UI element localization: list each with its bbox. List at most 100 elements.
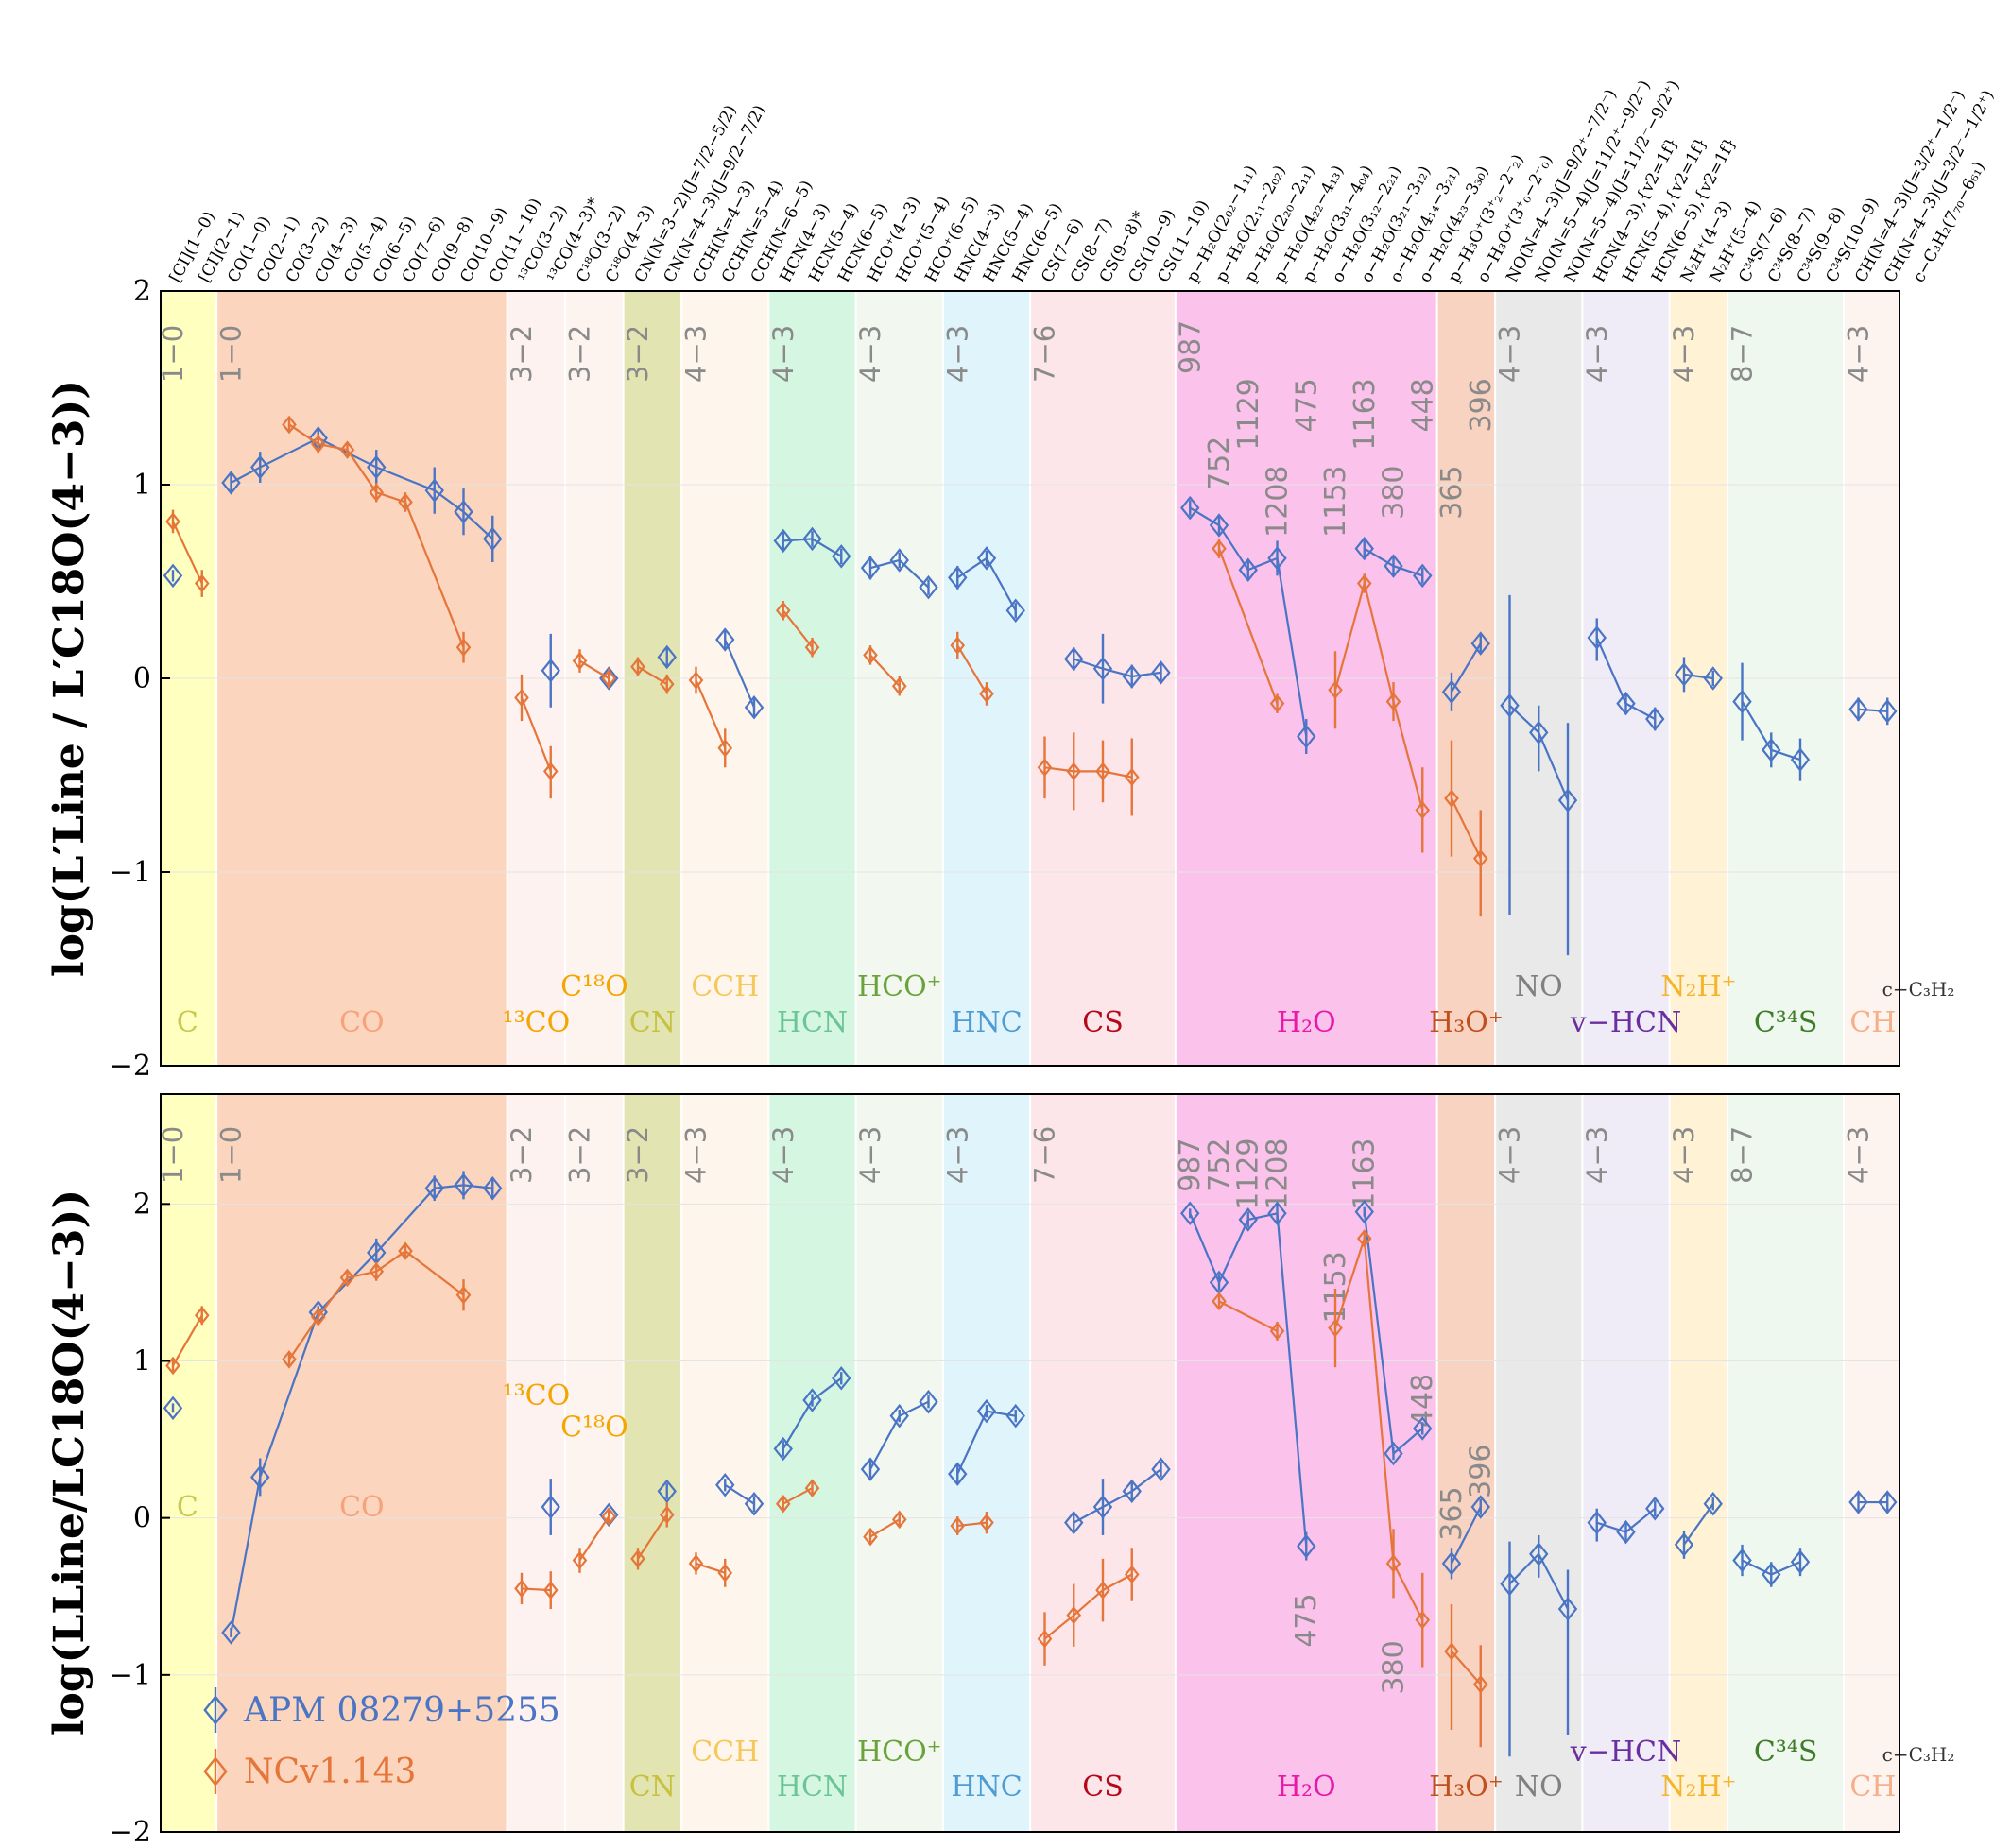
series-line: [1073, 658, 1161, 678]
molecule-label: CCH: [691, 970, 759, 1003]
water-frequency-label: 380: [1378, 1640, 1411, 1694]
data-point: [1037, 758, 1053, 778]
data-point: [514, 688, 529, 708]
data-point: [1356, 1229, 1372, 1248]
data-point: [398, 492, 413, 512]
data-point: [1500, 1571, 1520, 1597]
data-point: [1470, 631, 1490, 656]
water-frequency-label: 380: [1378, 466, 1411, 520]
data-point: [1212, 539, 1227, 558]
molecule-label: CS: [1082, 1771, 1124, 1804]
data-point: [1413, 1416, 1433, 1441]
data-point: [1209, 513, 1229, 538]
transition-label: 4−3: [941, 325, 973, 383]
data-point: [863, 645, 878, 665]
series-line: [637, 1514, 668, 1560]
molecule-label: NO: [1515, 970, 1563, 1003]
water-frequency-label: 987: [1174, 1138, 1207, 1192]
y-axis-label: log(LLine/LC18O(4−3)): [45, 1189, 94, 1736]
molecule-label: H₃O⁺: [1429, 1771, 1504, 1804]
series-line: [869, 654, 901, 687]
molecule-label: v−HCN: [1570, 1006, 1681, 1039]
series: [165, 1229, 1488, 1748]
water-frequency-label: 365: [1435, 1486, 1469, 1540]
data-point: [948, 565, 968, 590]
water-frequency-label: 987: [1174, 320, 1207, 374]
data-point: [1385, 692, 1401, 711]
y-tick-label: 1: [133, 1344, 151, 1377]
data-point: [1269, 1322, 1285, 1341]
molecule-label: CN: [629, 1006, 676, 1039]
data-point: [773, 1436, 793, 1462]
data-point: [455, 1285, 472, 1305]
water-frequency-label: 1129: [1232, 1138, 1265, 1210]
data-point: [424, 1175, 444, 1201]
data-point: [1384, 1441, 1403, 1466]
data-point: [1674, 1532, 1694, 1557]
data-point: [1848, 1490, 1868, 1514]
column-labels: [CI](1−0)[CI](2−1)CO(1−0)CO(2−1)CO(3−2)C…: [166, 77, 1999, 286]
y-tick-label: −1: [110, 1659, 151, 1692]
data-point: [657, 644, 677, 670]
data-point: [948, 1462, 968, 1486]
series-line: [288, 1249, 465, 1360]
data-point: [715, 1472, 735, 1497]
band: [1670, 1094, 1727, 1832]
data-point: [891, 1510, 907, 1530]
water-frequency-label: 1163: [1349, 378, 1382, 450]
data-point: [1790, 747, 1811, 772]
transition-label: 4−3: [680, 325, 713, 383]
data-point: [221, 471, 241, 495]
series-line: [1044, 766, 1132, 779]
transition-label: 8−7: [1727, 325, 1759, 383]
water-frequency-label: 365: [1435, 466, 1469, 520]
transition-label: 4−3: [1494, 325, 1526, 383]
data-point: [541, 659, 560, 683]
water-frequency-label: 396: [1465, 378, 1498, 432]
band-transitions: 1−0 1−0 3−2 3−2 3−2 4−3 4−3 4−3 4−3 7−6 4−3 4−3 4−3 8…: [157, 1126, 1875, 1184]
series-line: [782, 609, 814, 648]
data-point: [1848, 697, 1868, 722]
y-axis-label: log(L′Line / L′C18O(4−3)): [45, 380, 94, 977]
series-line: [1073, 1468, 1162, 1524]
data-point: [889, 548, 909, 573]
data-point: [165, 512, 180, 531]
series-line: [1683, 673, 1713, 680]
data-point: [717, 1564, 733, 1583]
molecule-label: H₂O: [1277, 1771, 1336, 1804]
water-frequency-label: 396: [1465, 1445, 1498, 1498]
plot-frame: [160, 1093, 1900, 1833]
molecule-label: HNC: [951, 1771, 1022, 1804]
data-point: [659, 1505, 675, 1525]
transition-label: 1−0: [157, 1126, 189, 1184]
molecule-label: c−C₃H₂: [1882, 978, 1955, 1001]
molecule-label: HCO⁺: [857, 970, 942, 1003]
data-point: [1267, 546, 1287, 571]
data-point: [369, 483, 385, 502]
series-line: [520, 697, 552, 772]
series: [165, 415, 1488, 917]
transition-label: 4−3: [1581, 325, 1613, 383]
data-point: [1006, 1403, 1025, 1429]
transition-label: 1−0: [215, 1126, 248, 1184]
molecule-label: CS: [1082, 1006, 1124, 1039]
data-point: [165, 1356, 180, 1376]
data-point: [542, 761, 559, 781]
data-point: [1124, 1565, 1140, 1584]
transition-label: 4−3: [1668, 1126, 1700, 1184]
series-line: [956, 644, 988, 694]
data-point: [163, 563, 183, 589]
data-point: [1238, 1207, 1258, 1232]
y-tick-label: 2: [133, 1188, 151, 1221]
data-point: [1444, 789, 1459, 808]
transition-label: 3−2: [564, 325, 596, 383]
data-point: [1122, 664, 1142, 689]
legend: APM 08279+5255 NCv1.143: [203, 1687, 560, 1794]
data-point: [483, 526, 503, 552]
data-point: [775, 1494, 791, 1514]
data-point: [802, 526, 822, 552]
water-frequency-label: 1208: [1262, 466, 1295, 538]
data-point: [744, 694, 765, 720]
series-line: [578, 1515, 610, 1562]
data-point: [1385, 1554, 1401, 1573]
